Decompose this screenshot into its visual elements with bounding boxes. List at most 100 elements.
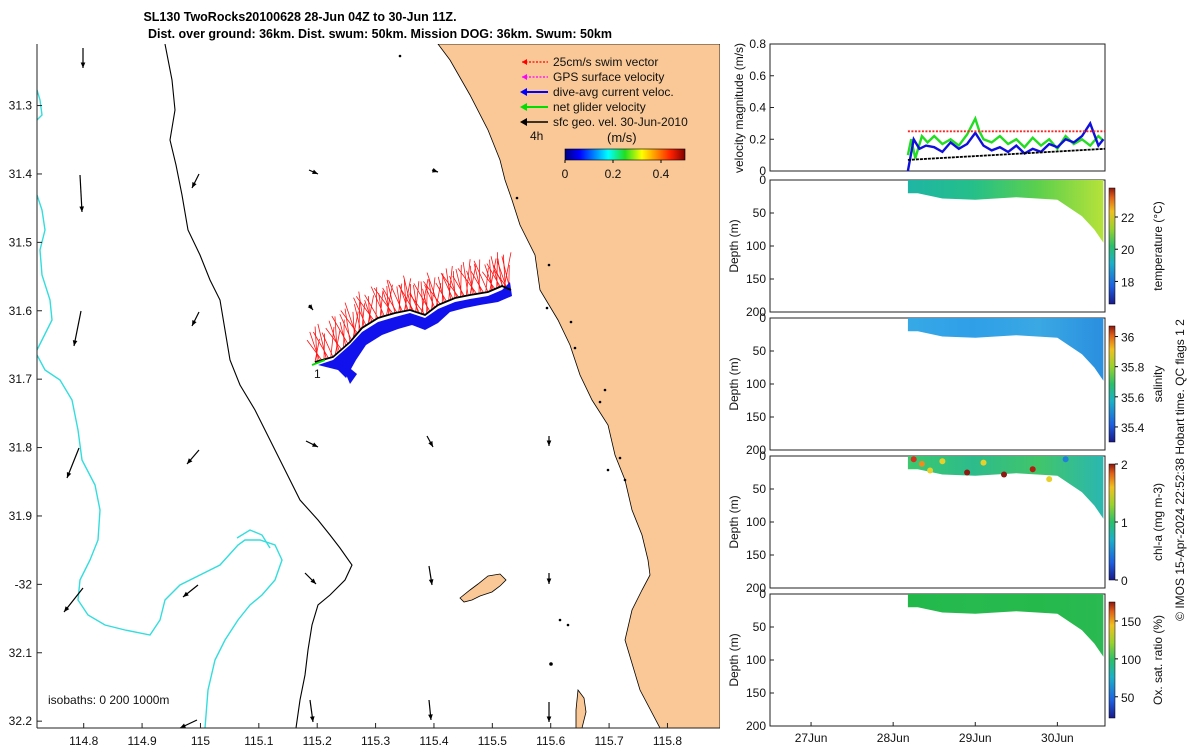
- geo-velocity-arrow: [79, 174, 85, 213]
- chl-a-sample-dot: [980, 459, 987, 466]
- isobaths-label: isobaths: 0 200 1000m: [48, 693, 169, 707]
- chl-a-sample-dot: [1029, 466, 1036, 473]
- profile-y-tick-label: 100: [746, 239, 766, 253]
- colorbar-tick-label: 36: [1121, 331, 1135, 345]
- map-x-tick-label: 114.8: [69, 734, 98, 748]
- colorbar-unit-label: (m/s): [607, 130, 637, 145]
- colorbar-tick-label: 100: [1121, 653, 1141, 667]
- velocity-y-ticks: 0 0.2 0.4 0.6 0.8: [749, 37, 774, 178]
- chart-title-line1: SL130 TwoRocks20100628 28-Jun 04Z to 30-…: [143, 10, 456, 24]
- date-tick-label: 27Jun: [795, 731, 828, 745]
- profile-section-fill: [907, 456, 1104, 519]
- map-x-tick-label: 115.8: [653, 734, 682, 748]
- profile-y-tick-label: 200: [746, 443, 766, 457]
- geo-velocity-arrow: [191, 173, 200, 189]
- geo-velocity-arrow: [309, 699, 315, 723]
- profile-section-fill: [907, 594, 1104, 657]
- velocity-series: [906, 115, 1106, 172]
- colorbar-tick-label: 35.6: [1121, 391, 1145, 405]
- profile-y-tick-label: 150: [746, 410, 766, 424]
- geo-velocity-arrow: [546, 436, 552, 446]
- geo-velocity-arrow: [426, 435, 434, 448]
- map-y-tick-label: 31.3: [9, 99, 33, 113]
- map-y-ticks: 31.3 31.4 31.5 31.6 31.7 31.8 31.9 -32 32.1 32.2: [9, 99, 42, 728]
- map-x-tick-label: 115.7: [595, 734, 624, 748]
- geostrophic-arrows: [63, 48, 552, 728]
- velocity-y-tick-label: 0.2: [749, 132, 766, 146]
- profile-colorbar: [1108, 463, 1116, 581]
- isobath-1000m-inner: [236, 529, 271, 549]
- map-x-tick-label: 114.9: [128, 734, 157, 748]
- profile-axes-box: [769, 455, 1106, 589]
- speed-colorbar: [564, 148, 686, 161]
- isobath-200m: [164, 44, 353, 728]
- profile-depth-label: Depth (m): [727, 633, 741, 686]
- map-y-tick-label: 32.2: [9, 714, 33, 728]
- velocity-ylabel: velocity magnitude (m/s): [732, 43, 746, 173]
- colorbar-tick-label: 35.8: [1121, 361, 1145, 375]
- velocity-panel: 0 0.2 0.4 0.6 0.8 velocity magnitude (m/s): [732, 37, 1106, 178]
- colorbar-tick-label: 150: [1121, 615, 1141, 629]
- map-x-tick-label: 115.6: [536, 734, 565, 748]
- dive-avg-current-ribbon: [318, 282, 512, 384]
- net-glider-velocity-arrow: [311, 359, 326, 366]
- velocity-series-sfc-geo-vel-: [907, 147, 1106, 161]
- map-y-tick-label: 31.4: [9, 167, 33, 181]
- profile-y-tick-label: 50: [753, 482, 767, 496]
- legend-label-gps-velocity: GPS surface velocity: [553, 70, 664, 84]
- geo-velocity-arrow: [428, 565, 434, 586]
- profile-variable-label: Ox. sat. ratio (%): [1151, 615, 1165, 705]
- colorbar-tick-label: 22: [1121, 211, 1135, 225]
- legend-item-gps-velocity: GPS surface velocity: [522, 70, 664, 84]
- colorbar-tick-label: 0: [1121, 574, 1128, 588]
- velocity-y-tick-label: 0.8: [749, 37, 766, 51]
- profile-y-tick-label: 150: [746, 686, 766, 700]
- legend-item-swim-vector: 25cm/s swim vector: [522, 55, 658, 69]
- profile-colorbar: [1108, 325, 1116, 443]
- profile-colorbar: [1108, 601, 1116, 719]
- map-y-tick-label: 31.6: [9, 304, 33, 318]
- chl-a-sample-dot: [964, 469, 971, 476]
- geo-velocity-arrow: [307, 304, 314, 311]
- date-tick-label: 29Jun: [959, 731, 992, 745]
- copyright-qc-text: © IMOS 15-Apr-2024 22:52:38 Hobart time.…: [1173, 319, 1187, 621]
- geo-velocity-arrow: [186, 449, 200, 465]
- map-x-tick-label: 115.1: [244, 734, 273, 748]
- geo-velocity-arrow: [428, 699, 433, 721]
- map-y-tick-label: 31.8: [9, 441, 33, 455]
- chl-a-sample-dot: [910, 456, 917, 463]
- profile-y-tick-label: 150: [746, 548, 766, 562]
- chart-title-line2: Dist. over ground: 36km. Dist. swum: 50k…: [148, 27, 612, 41]
- land-rottnest-island: [459, 573, 507, 603]
- legend-label-dive-avg-current: dive-avg current veloc.: [553, 85, 674, 99]
- date-tick-label: 30Jun: [1041, 731, 1074, 745]
- legend-item-dive-avg-current: dive-avg current veloc.: [520, 85, 674, 99]
- map-y-tick-label: 31.7: [9, 372, 33, 386]
- chl-a-sample-dot: [1062, 456, 1069, 463]
- colorbar-tick-label: 35.4: [1121, 421, 1145, 435]
- chl-a-sample-dot: [927, 467, 934, 474]
- profile-section-fill: [907, 180, 1104, 243]
- map-x-ticks: 114.8 114.9 115 115.1 115.2 115.3 115.4 115.5 11…: [69, 723, 682, 748]
- geo-velocity-arrow: [308, 169, 319, 175]
- geo-velocity-arrow: [182, 584, 199, 598]
- map-y-tick-label: 32.1: [9, 646, 33, 660]
- map-legend: 25cm/s swim vector GPS surface velocity …: [520, 55, 688, 181]
- map-x-tick-label: 115.3: [361, 734, 390, 748]
- geo-velocity-arrow: [80, 48, 86, 68]
- colorbar-tick-label: 18: [1121, 275, 1135, 289]
- map-y-tick-label: 31.5: [9, 235, 33, 249]
- map-y-tick-label: 31.9: [9, 509, 33, 523]
- coastal-rocks: [398, 54, 627, 666]
- glider-path-line: [314, 285, 512, 363]
- map-x-tick-label: 115: [191, 734, 210, 748]
- velocity-y-tick-label: 0: [759, 164, 766, 178]
- geo-velocity-arrow: [546, 702, 552, 722]
- geo-velocity-arrow: [431, 168, 439, 173]
- profile-panel-1: 0 50 100 150 200 Depth (m) 18 20 22 temperature (…: [727, 173, 1165, 319]
- geo-velocity-arrow: [66, 447, 80, 479]
- chl-a-sample-dot: [939, 458, 946, 465]
- legend-label-net-glider-velocity: net glider velocity: [553, 100, 646, 114]
- profile-y-tick-label: 200: [746, 305, 766, 319]
- profile-y-tick-label: 50: [753, 620, 767, 634]
